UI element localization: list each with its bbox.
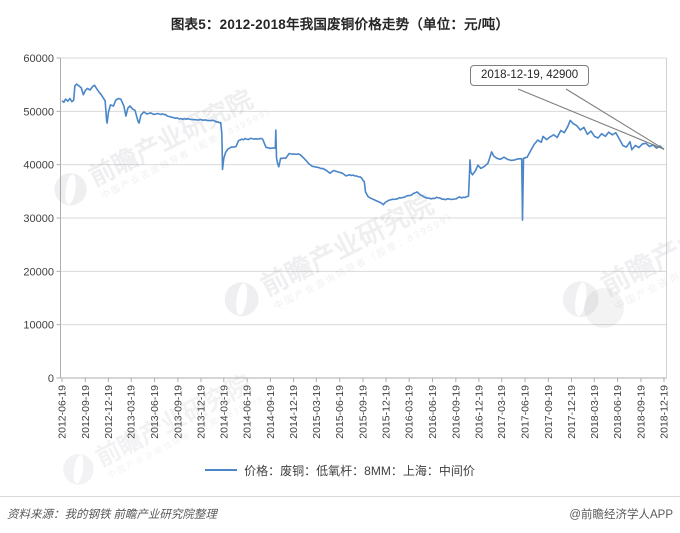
- x-tick-label: 2013-12-19: [195, 385, 207, 439]
- x-tick-label: 2018-12-19: [659, 385, 671, 439]
- x-tick-label: 2017-06-19: [520, 385, 532, 439]
- x-tick-label: 2012-09-19: [80, 385, 92, 439]
- watermark-text: 前瞻产业研究院: [596, 183, 680, 302]
- price-line: [61, 83, 665, 221]
- watermark-logo-circle: [54, 173, 87, 206]
- x-tick-label: 2016-09-19: [450, 385, 462, 439]
- watermark-subtext: 中国产业咨询领导者（股票：839599）: [612, 204, 680, 313]
- watermark-logo-swoosh: [236, 283, 248, 316]
- watermark-logo-circle: [584, 288, 624, 328]
- brand-note: @前瞻经济学人APP: [569, 509, 673, 521]
- x-tick-label: 2016-06-19: [427, 385, 439, 439]
- x-tick-label: 2015-09-19: [358, 385, 370, 439]
- watermark-logo: [224, 282, 259, 317]
- y-tick-label: 10000: [23, 320, 54, 332]
- x-tick-label: 2014-06-19: [242, 385, 254, 439]
- x-tick-label: 2016-03-19: [404, 385, 416, 439]
- y-tick-label: 50000: [23, 106, 54, 118]
- annotation-callout: 2018-12-19, 42900: [470, 65, 590, 86]
- watermark-logo-swoosh: [575, 282, 587, 316]
- x-tick-label: 2013-09-19: [172, 385, 184, 439]
- leader-line: [517, 88, 665, 150]
- watermark-logo-circle: [224, 282, 259, 317]
- legend: 价格：废铜：低氧杆：8MM：上海：中间价: [0, 459, 680, 481]
- x-tick-label: 2012-06-19: [57, 385, 69, 439]
- source-note: 资料来源：我的钢铁 前瞻产业研究院整理: [7, 509, 217, 521]
- x-tick-label: 2018-09-19: [635, 385, 647, 439]
- chart-title: 图表5：2012-2018年我国废铜价格走势（单位：元/吨）: [170, 17, 510, 32]
- x-tick-label: 2013-03-19: [126, 385, 138, 439]
- x-tick-label: 2014-09-19: [265, 385, 277, 439]
- x-tick-label: 2015-06-19: [334, 385, 346, 439]
- x-tick-label: 2016-12-19: [473, 385, 485, 439]
- watermark-logo-circle: [562, 281, 599, 318]
- legend-label: 价格：废铜：低氧杆：8MM：上海：中间价: [244, 463, 475, 478]
- grid: 0 10000 20000 30000 40000 50000 60000: [23, 53, 667, 385]
- x-tick-label: 2015-12-19: [381, 385, 393, 439]
- x-axis: 2012-06-19 2012-09-19 2012-12-19 2013-03-19…: [57, 378, 671, 439]
- watermark-logo-swoosh: [65, 174, 76, 205]
- x-tick-label: 2017-09-19: [543, 385, 555, 439]
- x-tick-label: 2014-03-19: [218, 385, 230, 439]
- y-tick-label: 0: [48, 373, 54, 385]
- x-tick-label: 2015-03-19: [311, 385, 323, 439]
- y-tick-label: 40000: [23, 160, 54, 172]
- y-tick-label: 20000: [23, 266, 54, 278]
- y-tick-label: 60000: [23, 53, 54, 65]
- watermark-text: 前瞻产业研究院: [84, 84, 258, 192]
- watermark-logo: [562, 281, 599, 318]
- x-tick-label: 2017-12-19: [566, 385, 578, 439]
- x-tick-label: 2018-03-19: [589, 385, 601, 439]
- leader-line: [565, 88, 665, 150]
- watermark-subtext: 中国产业咨询领导者（股票：839599）: [272, 209, 460, 313]
- legend-line-sample: [205, 469, 238, 471]
- watermark-text: 前瞻产业研究院: [256, 188, 438, 301]
- y-tick-label: 30000: [23, 213, 54, 225]
- watermark-logo: [54, 173, 87, 206]
- footer: 资料来源：我的钢铁 前瞻产业研究院整理 @前瞻经济学人APP: [0, 496, 680, 532]
- watermark-subtext: 中国产业咨询领导者（股票：839599）: [99, 103, 277, 201]
- x-tick-label: 2012-12-19: [103, 385, 115, 439]
- x-tick-label: 2017-03-19: [496, 385, 508, 439]
- x-tick-label: 2014-12-19: [288, 385, 300, 439]
- x-tick-label: 2013-06-19: [149, 385, 161, 439]
- x-tick-label: 2018-06-19: [612, 385, 624, 439]
